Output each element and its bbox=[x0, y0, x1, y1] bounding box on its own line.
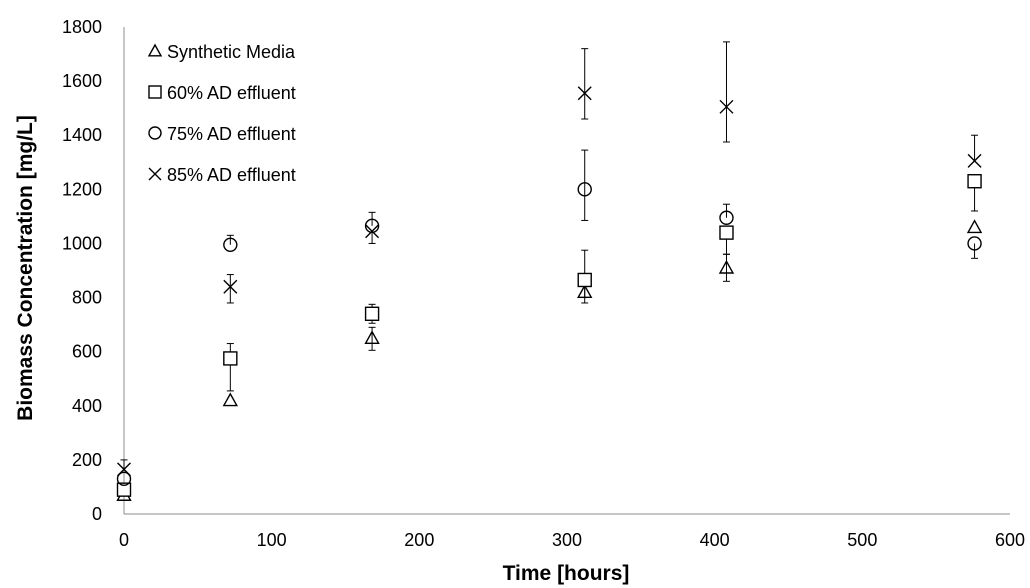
y-axis-title: Biomass Concentration [mg/L] bbox=[14, 115, 37, 421]
x-tick-label: 0 bbox=[119, 530, 129, 550]
series-x bbox=[117, 41, 982, 477]
x-tick-label: 400 bbox=[700, 530, 730, 550]
y-tick-label: 600 bbox=[72, 342, 102, 362]
data-point bbox=[116, 471, 132, 487]
data-point bbox=[223, 351, 238, 366]
legend-marker bbox=[148, 167, 162, 181]
data-point bbox=[223, 279, 238, 294]
axes bbox=[123, 27, 1010, 515]
series-square bbox=[116, 174, 982, 497]
y-tick-label: 1400 bbox=[62, 125, 102, 145]
series-circle bbox=[116, 149, 982, 487]
tick-labels: 0 100 200 300 400 500 600 0 200 400 600 800 1000 1200… bbox=[62, 17, 1025, 550]
data-point bbox=[116, 482, 132, 497]
legend-marker bbox=[148, 126, 162, 140]
data-point bbox=[719, 99, 734, 114]
x-tick-label: 300 bbox=[552, 530, 582, 550]
y-tick-label: 400 bbox=[72, 396, 102, 416]
legend-label: 60% AD effluent bbox=[167, 83, 296, 103]
data-point bbox=[365, 224, 380, 239]
data-point bbox=[577, 86, 592, 101]
x-tick-label: 100 bbox=[257, 530, 287, 550]
data-point bbox=[364, 306, 380, 321]
data-point bbox=[577, 272, 592, 288]
x-tick-label: 200 bbox=[404, 530, 434, 550]
x-tick-label: 500 bbox=[847, 530, 877, 550]
data-point bbox=[718, 259, 735, 274]
x-axis-title: Time [hours] bbox=[503, 562, 630, 585]
data-point bbox=[967, 153, 982, 168]
x-tick-label: 600 bbox=[995, 530, 1025, 550]
data-point bbox=[222, 392, 239, 407]
y-tick-label: 0 bbox=[92, 504, 102, 524]
y-tick-label: 1000 bbox=[62, 233, 102, 253]
y-tick-label: 1200 bbox=[62, 179, 102, 199]
data-point bbox=[577, 182, 592, 197]
data-marks bbox=[116, 41, 983, 501]
y-tick-label: 200 bbox=[72, 450, 102, 470]
data-point bbox=[966, 219, 983, 234]
data-point bbox=[364, 330, 380, 345]
legend-marker bbox=[148, 85, 162, 99]
data-point bbox=[719, 210, 734, 225]
data-point bbox=[719, 225, 734, 240]
data-point bbox=[967, 236, 982, 251]
legend-label: 85% AD effluent bbox=[167, 165, 296, 185]
legend-label: 75% AD effluent bbox=[167, 124, 296, 144]
series-triangle bbox=[116, 219, 983, 501]
data-point bbox=[223, 237, 238, 252]
data-point bbox=[117, 462, 131, 477]
legend: Synthetic Media 60% AD effluent 75% AD eff… bbox=[147, 42, 296, 185]
y-tick-label: 1600 bbox=[62, 71, 102, 91]
legend-marker bbox=[147, 43, 163, 57]
y-tick-label: 1800 bbox=[62, 17, 102, 37]
legend-label: Synthetic Media bbox=[167, 42, 296, 62]
y-tick-label: 800 bbox=[72, 288, 102, 308]
data-point bbox=[967, 174, 982, 189]
